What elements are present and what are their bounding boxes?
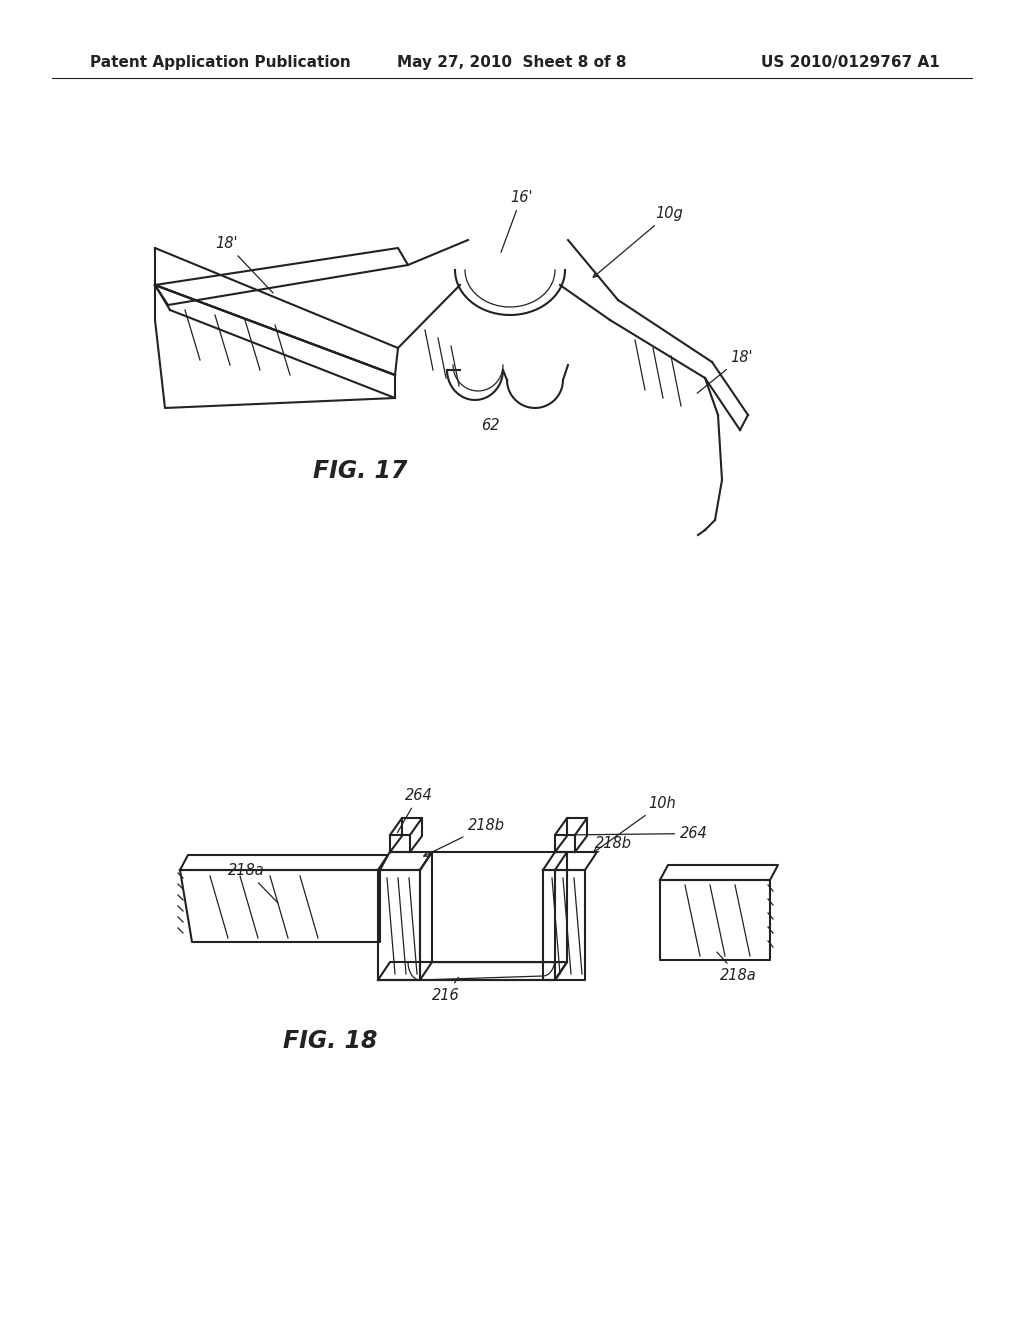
Text: 218b: 218b — [424, 818, 505, 857]
Text: 216: 216 — [432, 977, 460, 1003]
Text: 10h: 10h — [593, 796, 676, 853]
Text: 264: 264 — [397, 788, 433, 833]
Text: Patent Application Publication: Patent Application Publication — [90, 54, 351, 70]
Text: 218b: 218b — [595, 836, 632, 851]
Text: 264: 264 — [565, 826, 708, 841]
Text: 18': 18' — [215, 236, 273, 293]
Text: 62: 62 — [480, 418, 500, 433]
Text: 10g: 10g — [593, 206, 683, 277]
Text: May 27, 2010  Sheet 8 of 8: May 27, 2010 Sheet 8 of 8 — [397, 54, 627, 70]
Text: US 2010/0129767 A1: US 2010/0129767 A1 — [761, 54, 940, 70]
Text: 18': 18' — [697, 350, 753, 393]
Text: 218a: 218a — [228, 863, 279, 903]
Text: FIG. 18: FIG. 18 — [283, 1030, 377, 1053]
Text: 218a: 218a — [717, 952, 757, 983]
Text: FIG. 17: FIG. 17 — [312, 459, 408, 483]
Text: 16': 16' — [501, 190, 532, 252]
